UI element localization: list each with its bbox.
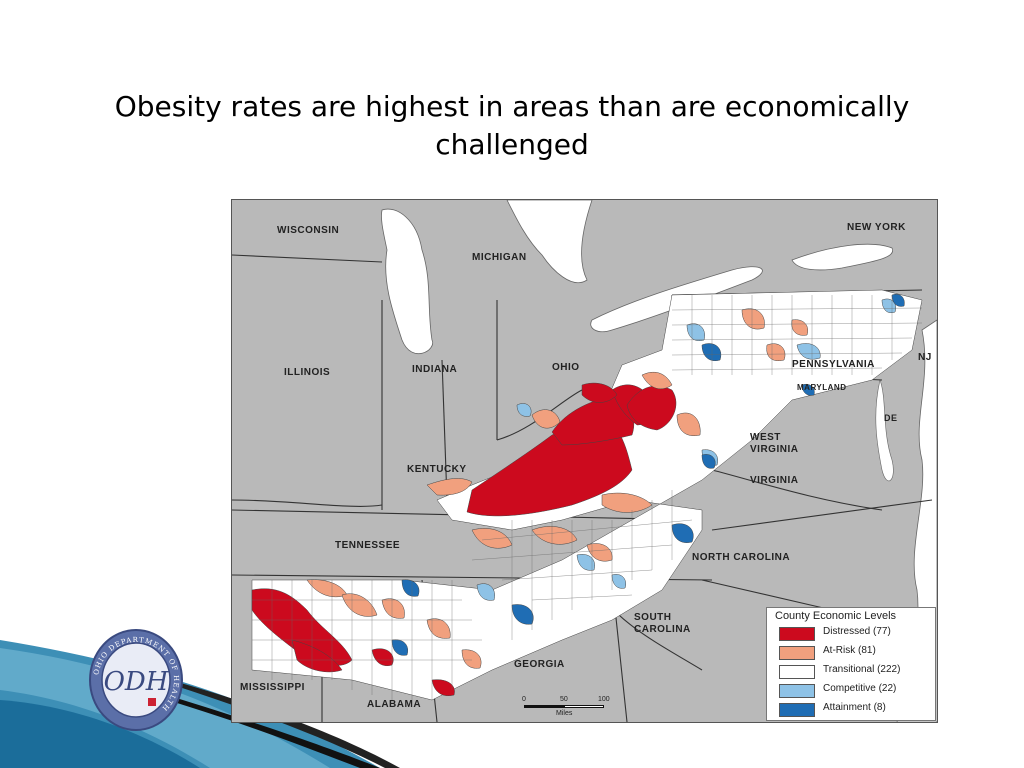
label-virginia: VIRGINIA [750,475,798,486]
slide-title-line1: Obesity rates are highest in areas than … [114,90,910,123]
legend-item-attainment: Attainment (8) [779,701,929,717]
legend-item-transitional: Transitional (222) [779,663,929,679]
label-new-york: NEW YORK [847,222,906,233]
legend-swatch-at-risk [779,646,815,660]
label-south-carolina-line1: SOUTH [634,612,672,623]
scale-tick-100: 100 [598,696,610,703]
legend-label-attainment: Attainment (8) [823,702,886,713]
legend-swatch-transitional [779,665,815,679]
label-michigan: MICHIGAN [472,252,527,263]
label-wisconsin: WISCONSIN [277,225,339,236]
scale-tick-0: 0 [522,696,526,703]
label-ohio: OHIO [552,362,580,373]
label-kentucky: KENTUCKY [407,464,467,475]
label-de: DE [884,413,898,423]
slide-title: Obesity rates are highest in areas than … [20,88,1004,164]
label-pennsylvania: PENNSYLVANIA [792,359,875,370]
county-grid [252,295,923,700]
label-alabama: ALABAMA [367,699,421,710]
legend-item-distressed: Distressed (77) [779,625,929,641]
chesapeake-bay [875,378,894,482]
legend-title: County Economic Levels [775,610,897,622]
scale-bar: 0 50 100 Miles [522,696,612,720]
label-west-virginia-line2: VIRGINIA [750,444,798,455]
legend-label-competitive: Competitive (22) [823,683,897,694]
label-indiana: INDIANA [412,364,457,375]
legend-label-transitional: Transitional (222) [823,664,901,675]
legend-label-distressed: Distressed (77) [823,626,891,637]
legend-label-at-risk: At-Risk (81) [823,645,876,656]
legend-item-competitive: Competitive (22) [779,682,929,698]
legend-swatch-competitive [779,684,815,698]
legend-item-at-risk: At-Risk (81) [779,644,929,660]
scale-segment-dark [524,705,564,708]
odh-seal-logo: OHIO DEPARTMENT OF HEALTH ODH [89,629,183,731]
label-mississippi: MISSISSIPPI [240,682,305,693]
scale-tick-50: 50 [560,696,568,703]
label-south-carolina-line2: CAROLINA [634,624,691,635]
legend-swatch-distressed [779,627,815,641]
lake-ontario [791,243,893,271]
lake-huron [506,200,593,284]
label-nj: NJ [918,352,932,363]
label-maryland: MARYLAND [797,383,846,392]
logo-ohio-mark [148,698,156,706]
label-west-virginia-line1: WEST [750,432,781,443]
slide-title-line2: challenged [435,128,589,161]
scale-unit: Miles [556,710,573,717]
county-regions [251,289,923,701]
label-illinois: ILLINOIS [284,367,330,378]
scale-segment-light [564,705,604,708]
map-legend: County Economic Levels Distressed (77) A… [766,607,936,721]
logo-text: ODH [104,667,170,697]
label-georgia: GEORGIA [514,659,565,670]
legend-swatch-attainment [779,703,815,717]
label-tennessee: TENNESSEE [335,540,400,551]
label-north-carolina: NORTH CAROLINA [692,552,790,563]
lake-michigan [381,208,434,354]
